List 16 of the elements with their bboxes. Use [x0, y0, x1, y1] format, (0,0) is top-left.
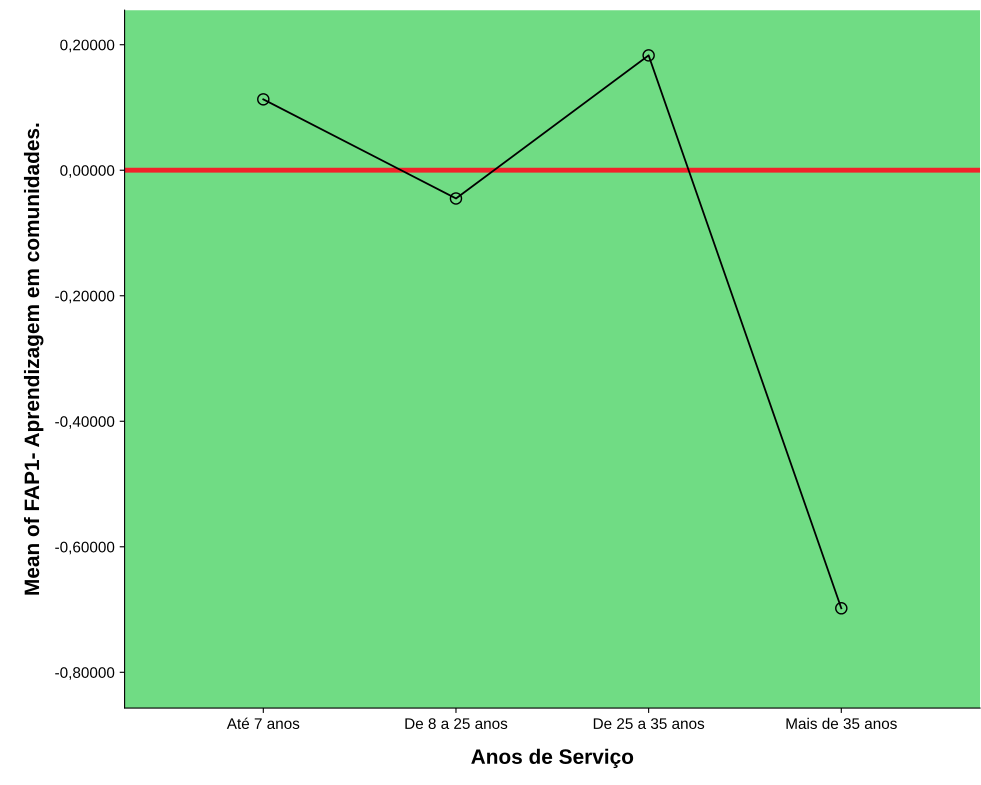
- point: [257, 93, 270, 106]
- point: [642, 49, 655, 62]
- y-tick-label: -0,40000: [55, 416, 114, 429]
- x-tick-label: De 25 a 35 anos: [594, 718, 704, 730]
- y-tick-label: 0,20000: [60, 40, 114, 52]
- y-tick-label: 0,00000: [60, 165, 114, 178]
- x-tick-label: Até 7 anos: [226, 718, 300, 730]
- point: [835, 602, 848, 615]
- x-tick-label: De 8 a 25 anos: [405, 718, 508, 730]
- y-axis-title: Mean of FAP1- Aprendizagem em comunidades.: [24, 124, 44, 595]
- x-tick-label: Mais de 35 anos: [786, 718, 897, 730]
- x-axis-title: Anos de Serviço: [471, 748, 634, 768]
- y-tick-label: -0,60000: [55, 542, 114, 554]
- y-tick-label: -0,80000: [55, 667, 114, 680]
- y-tick-label: -0,20000: [55, 290, 114, 304]
- point: [450, 192, 462, 205]
